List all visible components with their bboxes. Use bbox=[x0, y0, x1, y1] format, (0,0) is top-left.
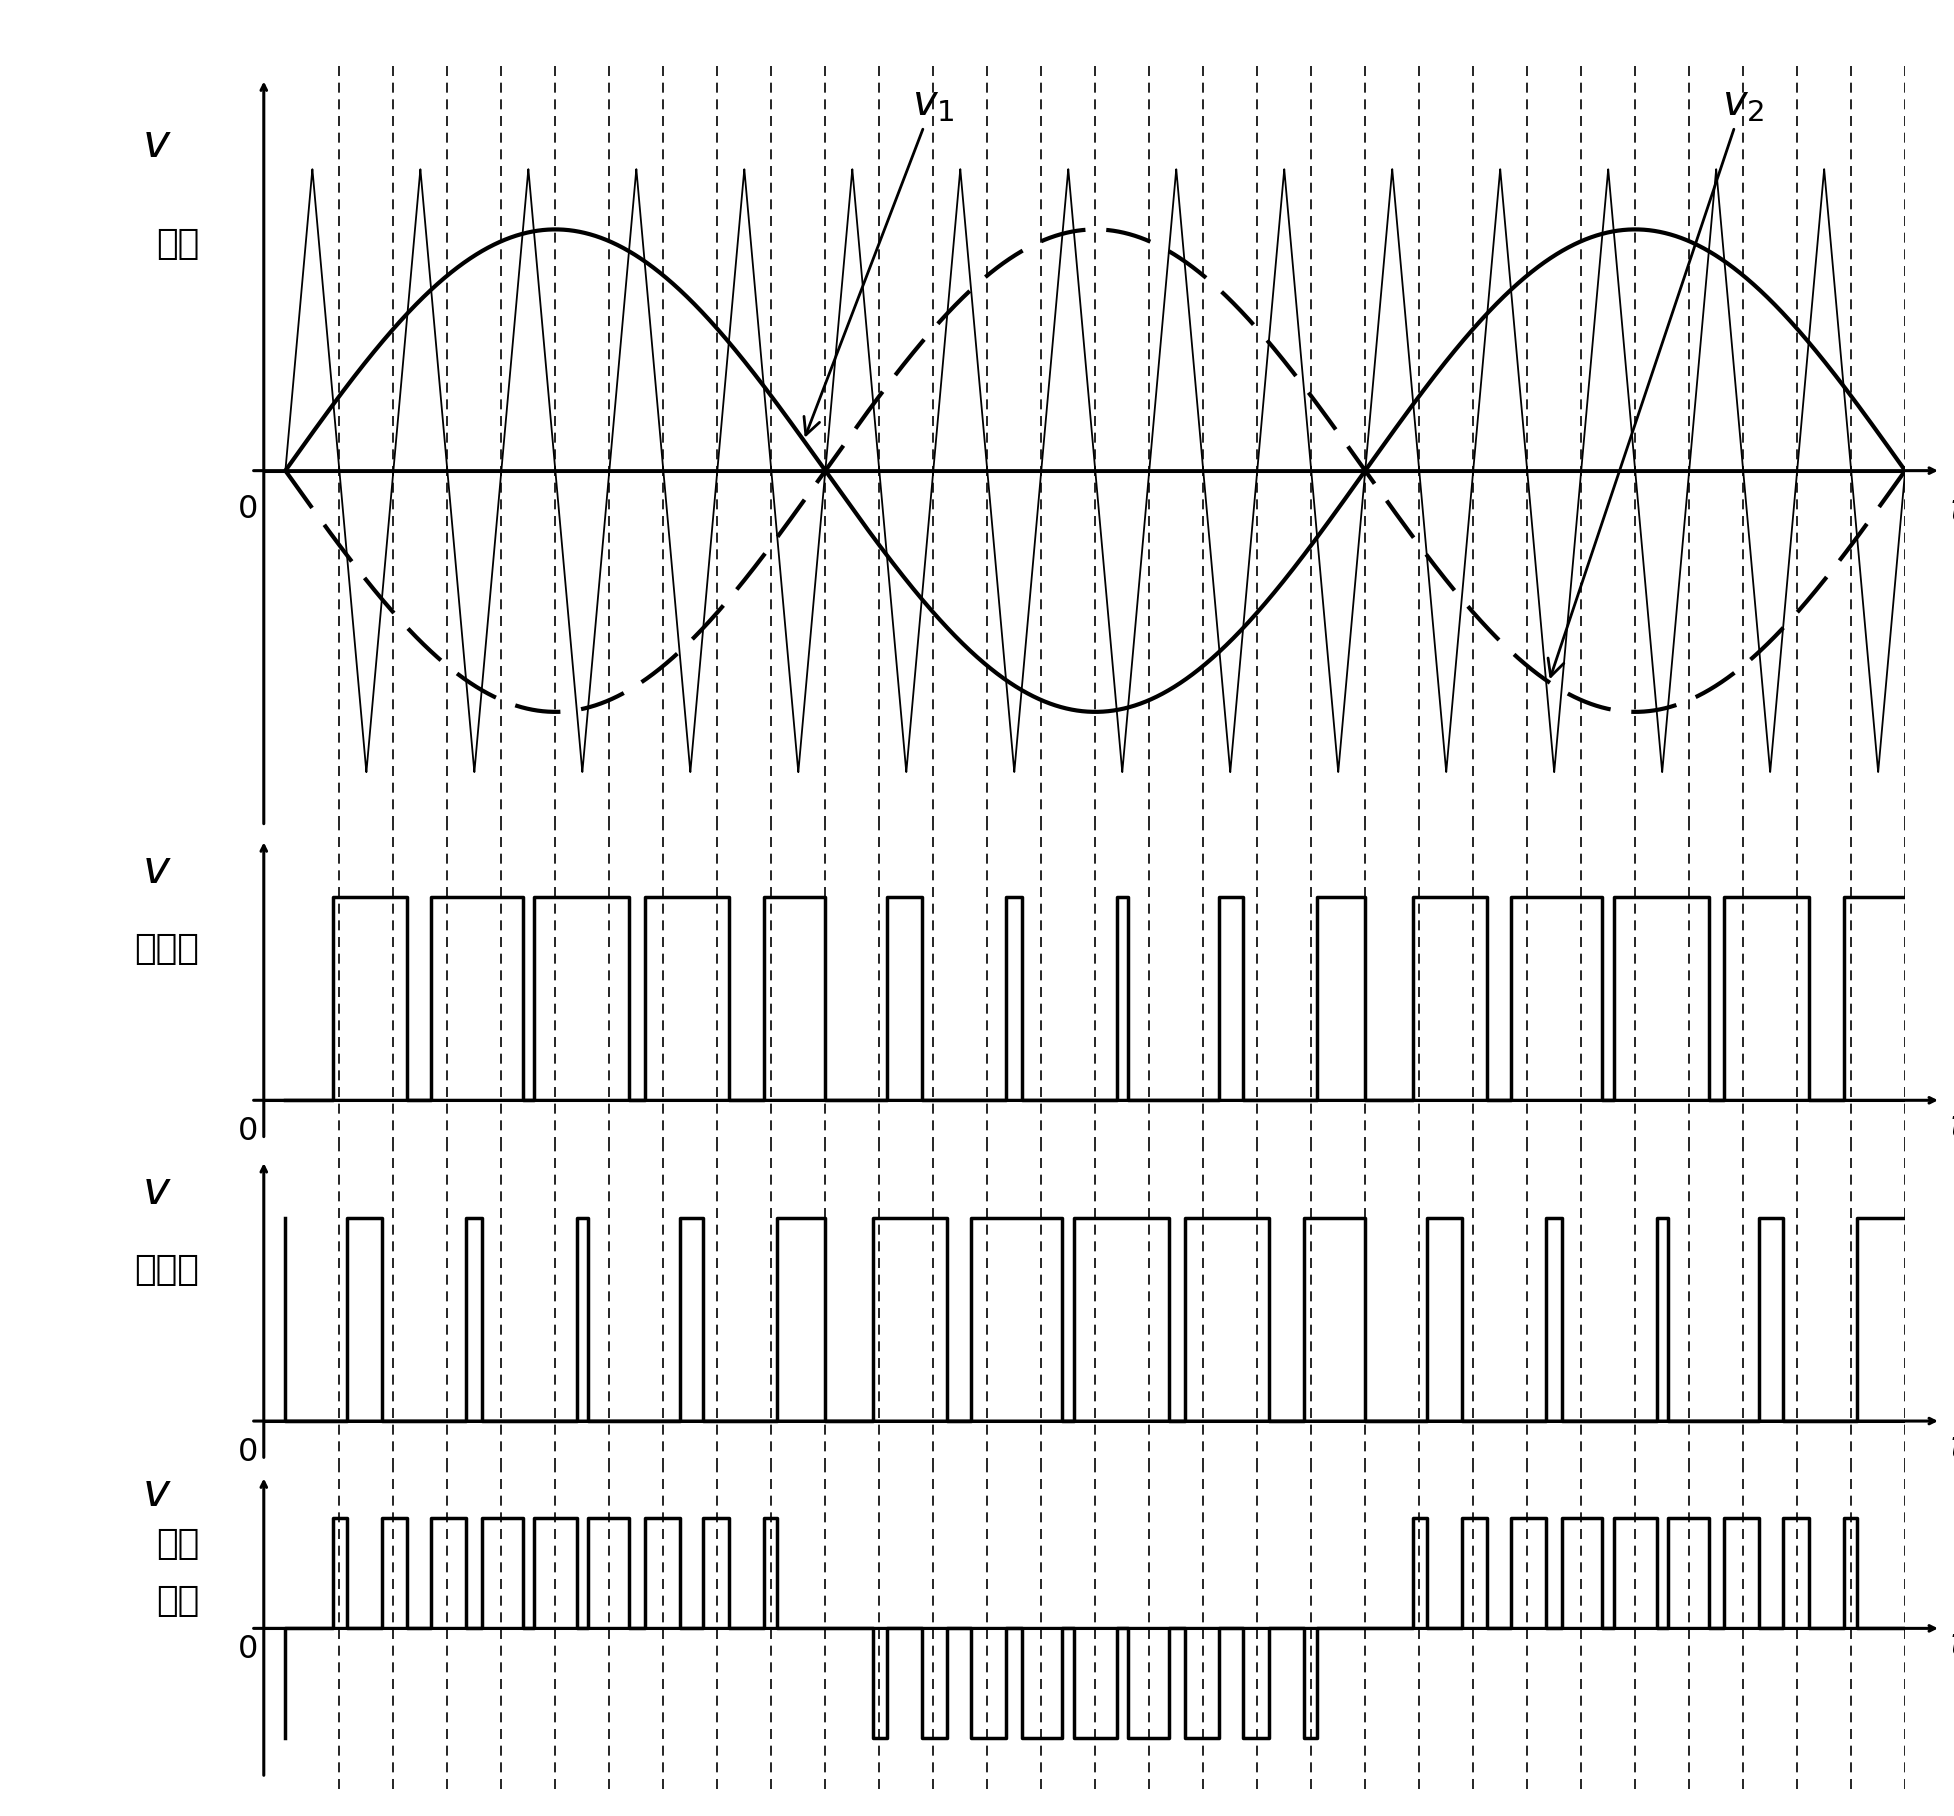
Text: $v$: $v$ bbox=[143, 848, 172, 893]
Text: 载波: 载波 bbox=[156, 227, 199, 262]
Text: $v$: $v$ bbox=[143, 1471, 172, 1516]
Text: 左桥臂: 左桥臂 bbox=[135, 932, 199, 966]
Text: $t$: $t$ bbox=[1950, 1427, 1954, 1466]
Text: 0: 0 bbox=[238, 494, 258, 525]
Text: $v$: $v$ bbox=[143, 1170, 172, 1215]
Text: 0: 0 bbox=[238, 1634, 258, 1665]
Text: $t$: $t$ bbox=[1950, 490, 1954, 528]
Text: 功率: 功率 bbox=[156, 1527, 199, 1562]
Text: $v_1$: $v_1$ bbox=[803, 82, 954, 434]
Text: $v_2$: $v_2$ bbox=[1548, 82, 1764, 676]
Text: $t$: $t$ bbox=[1950, 1108, 1954, 1146]
Text: 单元: 单元 bbox=[156, 1584, 199, 1618]
Text: 右桥臂: 右桥臂 bbox=[135, 1253, 199, 1288]
Text: $v$: $v$ bbox=[143, 122, 172, 167]
Text: 0: 0 bbox=[238, 1117, 258, 1148]
Text: 0: 0 bbox=[238, 1436, 258, 1467]
Text: $t$: $t$ bbox=[1950, 1625, 1954, 1663]
